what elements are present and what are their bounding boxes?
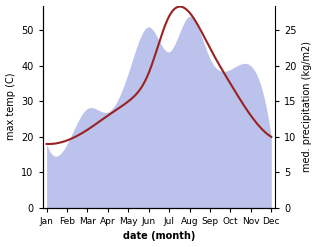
X-axis label: date (month): date (month) <box>123 231 195 242</box>
Y-axis label: med. precipitation (kg/m2): med. precipitation (kg/m2) <box>302 41 313 172</box>
Y-axis label: max temp (C): max temp (C) <box>5 73 16 141</box>
